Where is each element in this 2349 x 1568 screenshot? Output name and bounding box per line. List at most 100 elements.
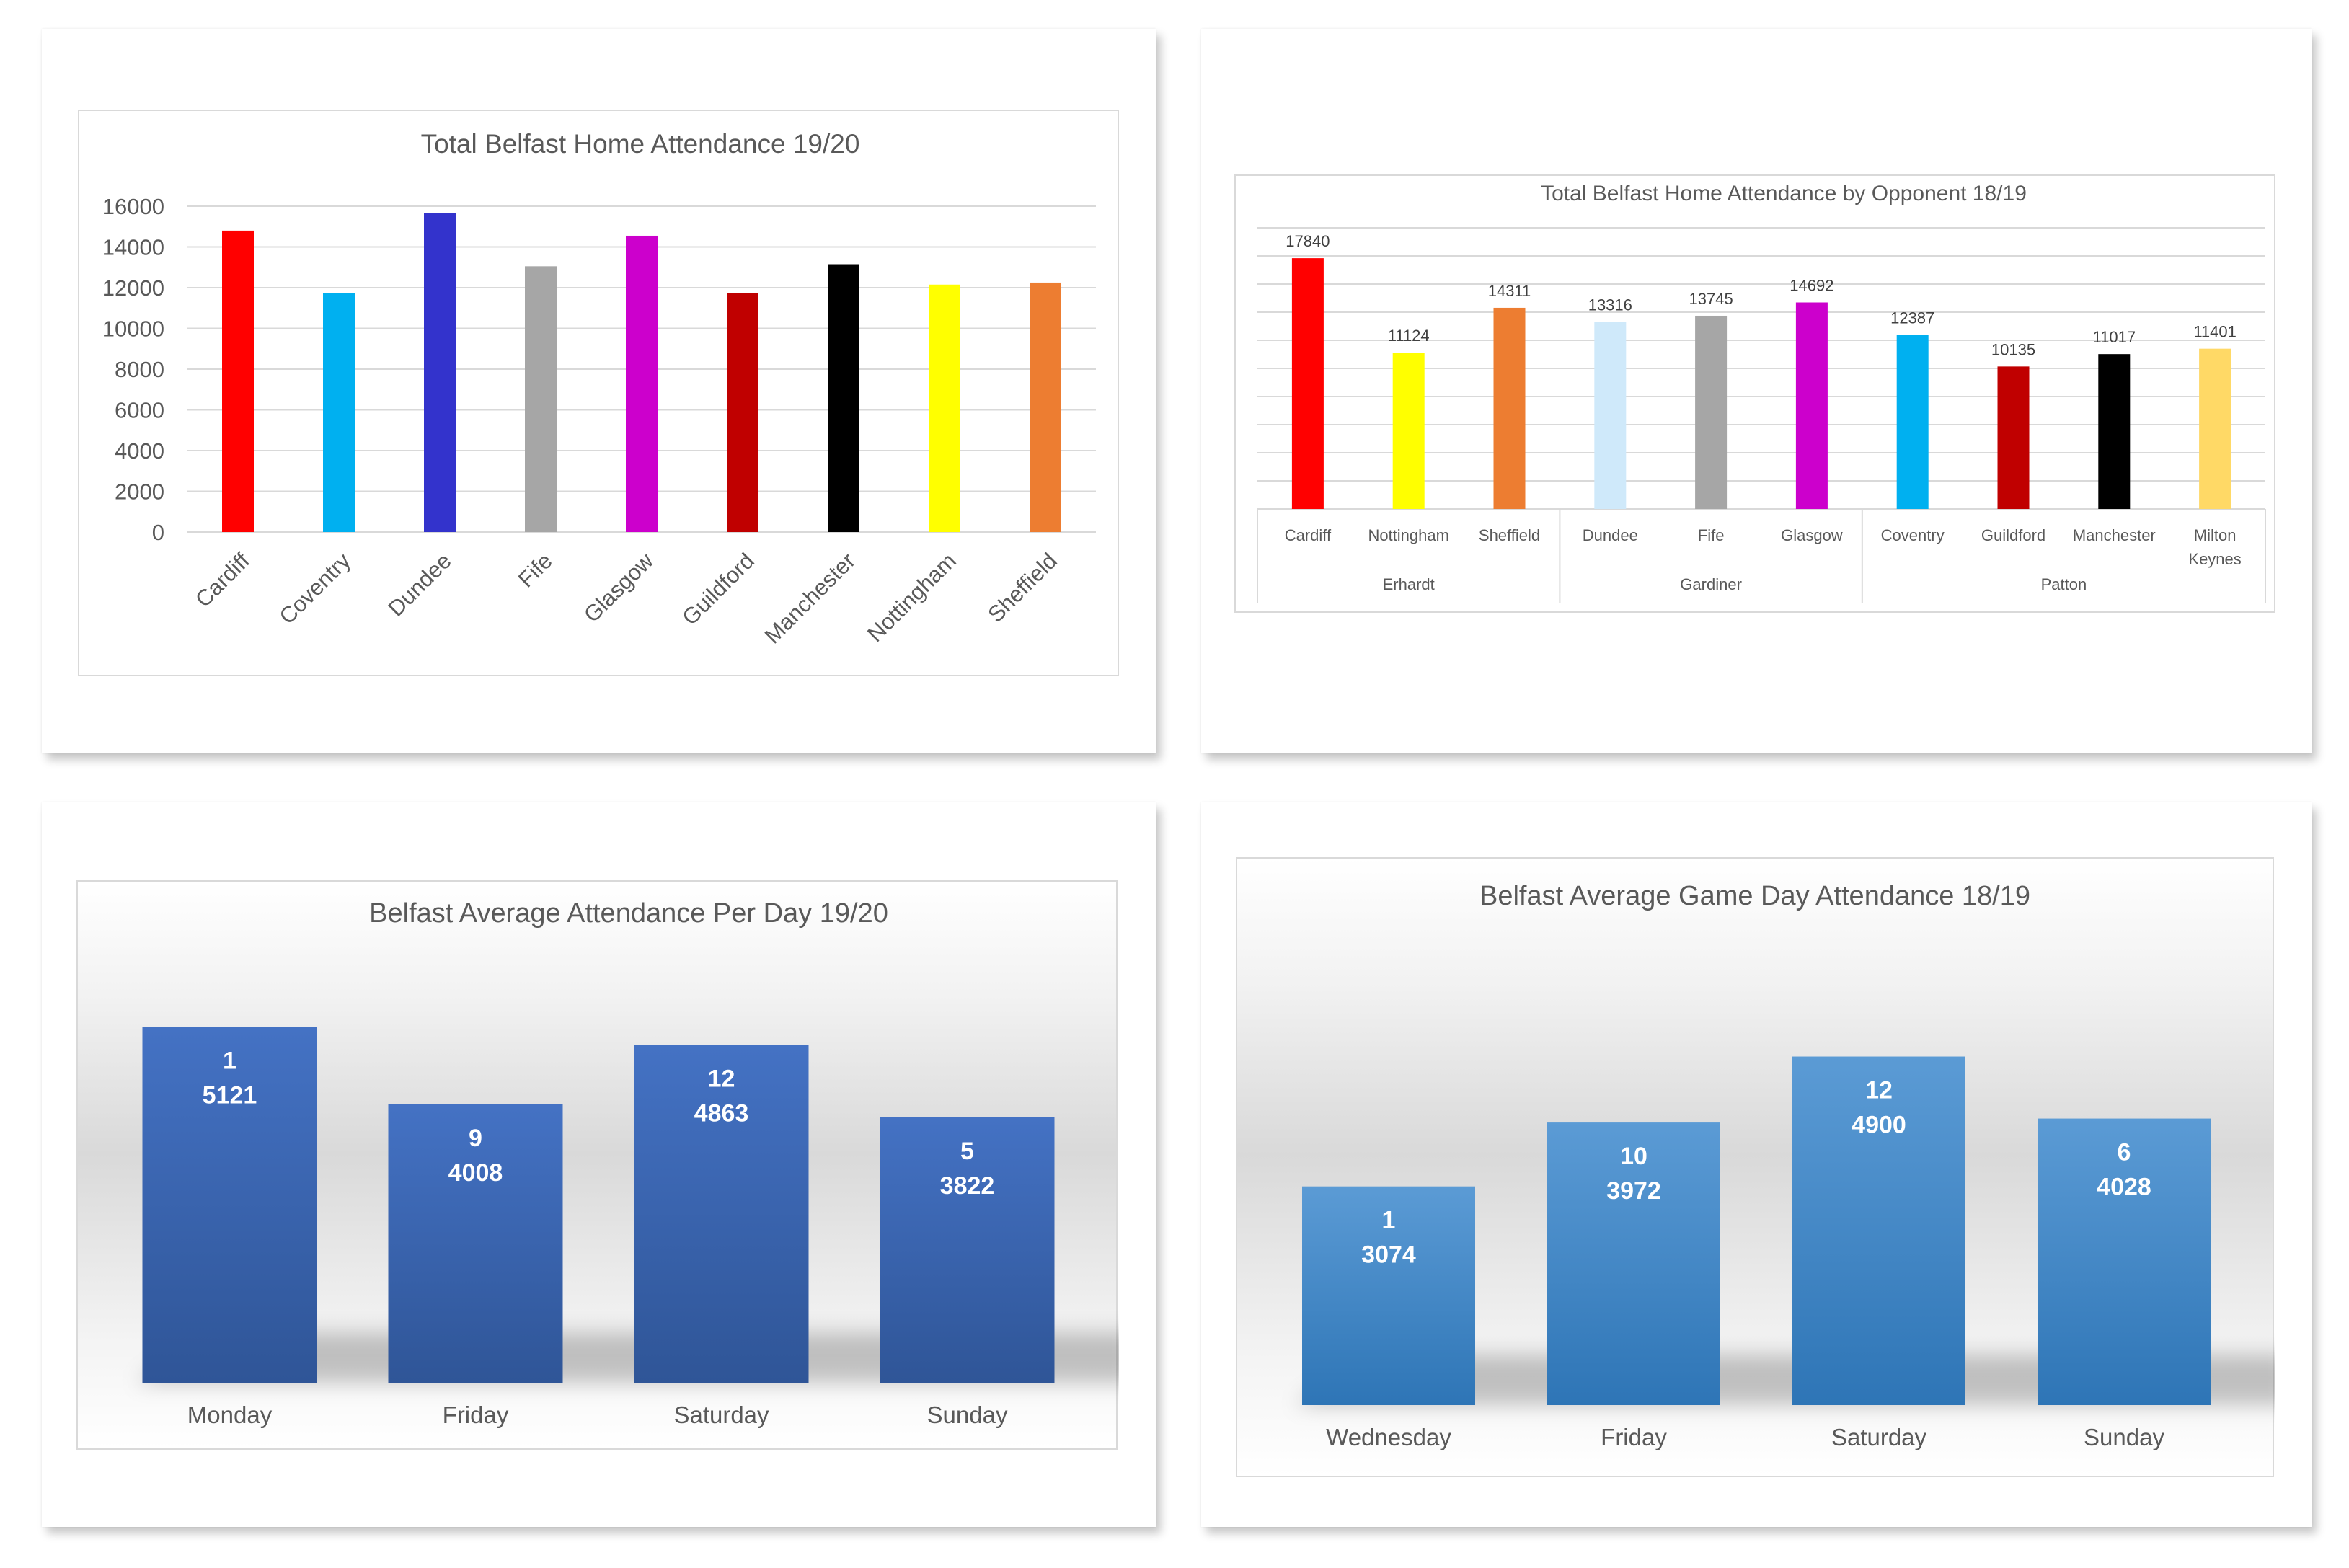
x-tick-label: Sunday [2084,1424,2164,1450]
data-label: 3074 [1361,1241,1416,1269]
chart-area-game-day-attendance-1819[interactable]: Belfast Average Game Day Attendance 18/1… [1236,857,2275,1477]
games-label: 1 [223,1047,236,1075]
chart-average-per-day-1920: Belfast Average Attendance Per Day 19/20… [136,898,1119,1428]
x-tick-label: Glasgow [1781,526,1843,544]
bar-fife [1695,315,1728,509]
bar-saturday [634,1045,809,1383]
floor-shadow [1295,1355,2275,1405]
x-tick-label: Fife [513,548,557,592]
bar-dundee [1594,322,1627,509]
y-tick-label: 16000 [102,194,164,219]
data-label: 10135 [1991,340,2035,358]
data-label: 4863 [694,1100,749,1128]
x-tick-label: Sunday [927,1401,1008,1428]
bar-sunday [2038,1118,2211,1405]
bar-coventry [323,293,355,532]
floor-shadow [136,1332,1119,1383]
group-label-gardiner: Gardiner [1680,575,1742,593]
data-label: 11124 [1388,327,1430,345]
bar-wednesday [1302,1186,1475,1405]
bar-fife [525,266,557,532]
bar-sheffield [1030,282,1061,532]
chart-area-average-per-day-1920[interactable]: Belfast Average Attendance Per Day 19/20… [76,880,1119,1450]
data-label: 3972 [1606,1177,1661,1205]
x-tick-label: Friday [1601,1424,1667,1450]
y-tick-label: 12000 [102,275,164,301]
chart-title: Belfast Average Game Day Attendance 18/1… [1479,881,2030,911]
x-tick-label: Nottingham [1368,526,1449,544]
data-label: 4900 [1852,1112,1906,1139]
x-tick-label: Sheffield [983,548,1062,627]
bar-cardiff [222,230,254,532]
chart-card-total-attendance-1920: Total Belfast Home Attendance 19/20 16000… [42,29,1156,753]
x-tick-label: Wednesday [1326,1424,1451,1450]
bar-milton-keynes [2199,348,2231,509]
x-tick-label: Cardiff [1285,526,1332,544]
x-tick-label: Nottingham [862,548,961,647]
x-tick-label: Dundee [383,548,456,621]
y-tick-label: 0 [152,520,164,545]
bar-friday [388,1104,563,1383]
bar-dundee [424,213,456,532]
x-tick-label: Monday [187,1401,273,1428]
y-tick-label: 2000 [115,479,164,505]
games-label: 6 [2118,1139,2131,1166]
bar-glasgow [1795,302,1828,509]
bar-friday [1547,1122,1720,1405]
data-label: 11401 [2193,323,2237,341]
y-tick-label: 14000 [102,235,164,260]
bar-cardiff [1291,258,1324,509]
chart-area-total-attendance-1920[interactable]: Total Belfast Home Attendance 19/20 16000… [78,110,1119,676]
chart-title: Belfast Average Attendance Per Day 19/20 [369,898,888,929]
x-tick-label: Sheffield [1479,526,1540,544]
data-label: 12387 [1890,309,1934,327]
data-label: 3822 [940,1172,995,1200]
data-label: 17840 [1286,232,1330,250]
y-tick-label: 4000 [115,438,164,464]
chart-title: Total Belfast Home Attendance by Opponen… [1541,182,2027,205]
bar-nottingham [929,284,960,532]
x-tick-label: Keynes [2188,550,2241,568]
chart-card-average-per-day-1920: Belfast Average Attendance Per Day 19/20… [42,802,1156,1527]
bar-sheffield [1493,307,1526,509]
bar-guildford [1997,366,2030,509]
games-label: 1 [1382,1207,1396,1234]
x-tick-label: Saturday [1831,1424,1927,1450]
data-label: 13745 [1689,290,1733,308]
data-label: 4008 [448,1159,503,1187]
games-label: 9 [469,1125,482,1152]
data-label: 11017 [2093,328,2136,346]
group-label-erhardt: Erhardt [1383,575,1435,593]
chart-card-attendance-by-opponent-1819: Total Belfast Home Attendance by Opponen… [1201,29,2312,753]
bar-coventry [1896,335,1929,509]
chart-area-attendance-by-opponent-1819[interactable]: Total Belfast Home Attendance by Opponen… [1234,174,2275,613]
bar-manchester [828,264,859,532]
x-tick-label: Guildford [677,548,759,630]
chart-game-day-attendance-1819: Belfast Average Game Day Attendance 18/1… [1295,881,2275,1450]
chart-total-attendance-1920: Total Belfast Home Attendance 19/20 16000… [102,129,1096,648]
x-tick-label: Guildford [1981,526,2045,544]
bar-glasgow [626,235,658,532]
bar-saturday [1792,1056,1965,1405]
x-tick-label: Dundee [1583,526,1638,544]
x-tick-label: Manchester [2073,526,2156,544]
y-tick-label: 10000 [102,316,164,342]
group-label-patton: Patton [2041,575,2087,593]
chart-title: Total Belfast Home Attendance 19/20 [421,129,860,159]
bar-guildford [727,293,758,532]
bar-monday [142,1027,317,1383]
bar-sunday [880,1117,1055,1383]
x-tick-label: Fife [1698,526,1725,544]
x-tick-label: Friday [443,1401,509,1428]
data-label: 14692 [1790,277,1833,295]
x-tick-label: Manchester [760,548,860,648]
y-tick-label: 6000 [115,398,164,423]
games-label: 5 [960,1138,974,1165]
data-label: 14311 [1488,282,1531,300]
chart-attendance-by-opponent-1819: Total Belfast Home Attendance by Opponen… [1257,182,2266,603]
games-label: 12 [708,1066,735,1093]
chart-card-game-day-attendance-1819: Belfast Average Game Day Attendance 18/1… [1201,802,2312,1527]
games-label: 12 [1865,1077,1893,1104]
x-tick-label: Glasgow [579,548,658,627]
data-label: 5121 [203,1082,257,1109]
